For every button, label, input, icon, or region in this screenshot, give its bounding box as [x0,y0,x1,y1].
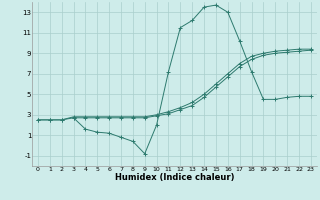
X-axis label: Humidex (Indice chaleur): Humidex (Indice chaleur) [115,173,234,182]
